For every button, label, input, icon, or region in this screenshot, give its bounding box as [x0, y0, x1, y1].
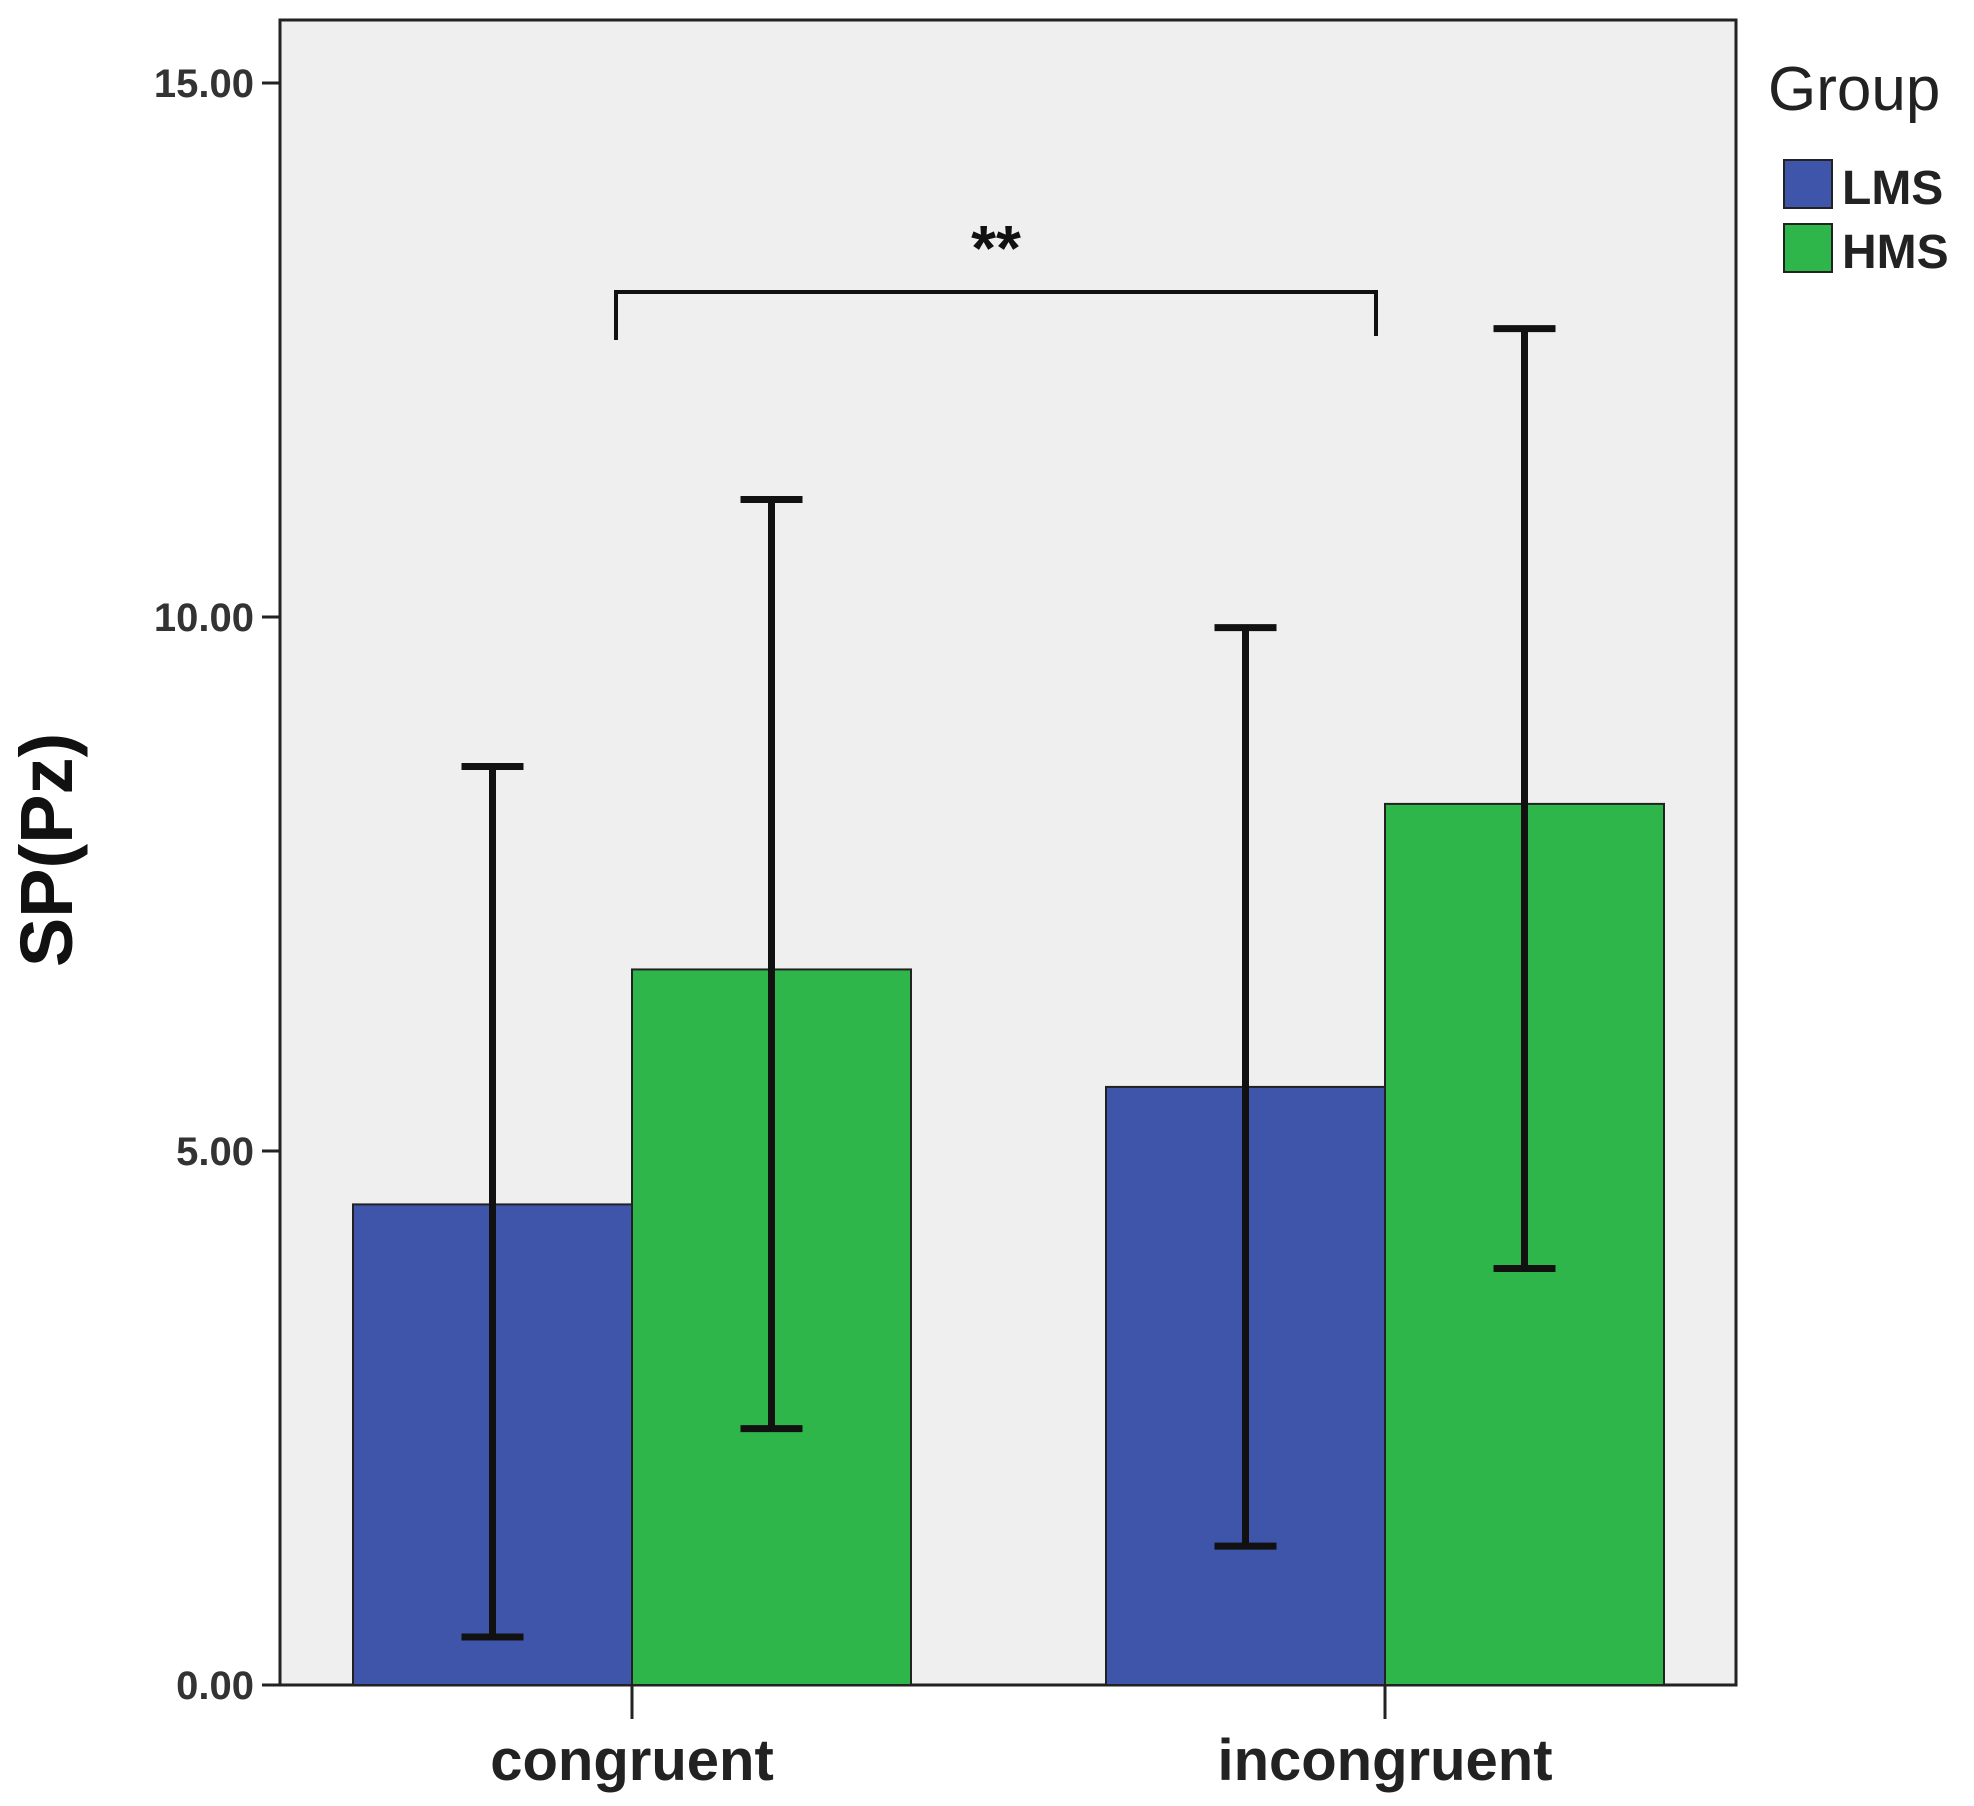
y-tick-label-2: 10.00: [154, 596, 254, 640]
legend-label-hms: HMS: [1842, 226, 1949, 279]
significance-bracket: [614, 290, 1378, 340]
legend-label-lms: LMS: [1842, 162, 1943, 215]
x-tick-label-congruent: congruent: [490, 1728, 774, 1793]
y-tick-label-3: 15.00: [154, 62, 254, 106]
y-axis-label: SP(Pz): [5, 733, 88, 967]
y-tick-label-1: 5.00: [176, 1130, 254, 1174]
legend-swatch-hms: [1783, 223, 1833, 273]
y-tick-label-0: 0.00: [176, 1664, 254, 1708]
legend-swatch-lms: [1783, 159, 1833, 209]
legend-title: Group: [1768, 55, 1940, 124]
significance-label: **: [971, 212, 1021, 284]
x-tick-label-incongruent: incongruent: [1217, 1728, 1552, 1793]
